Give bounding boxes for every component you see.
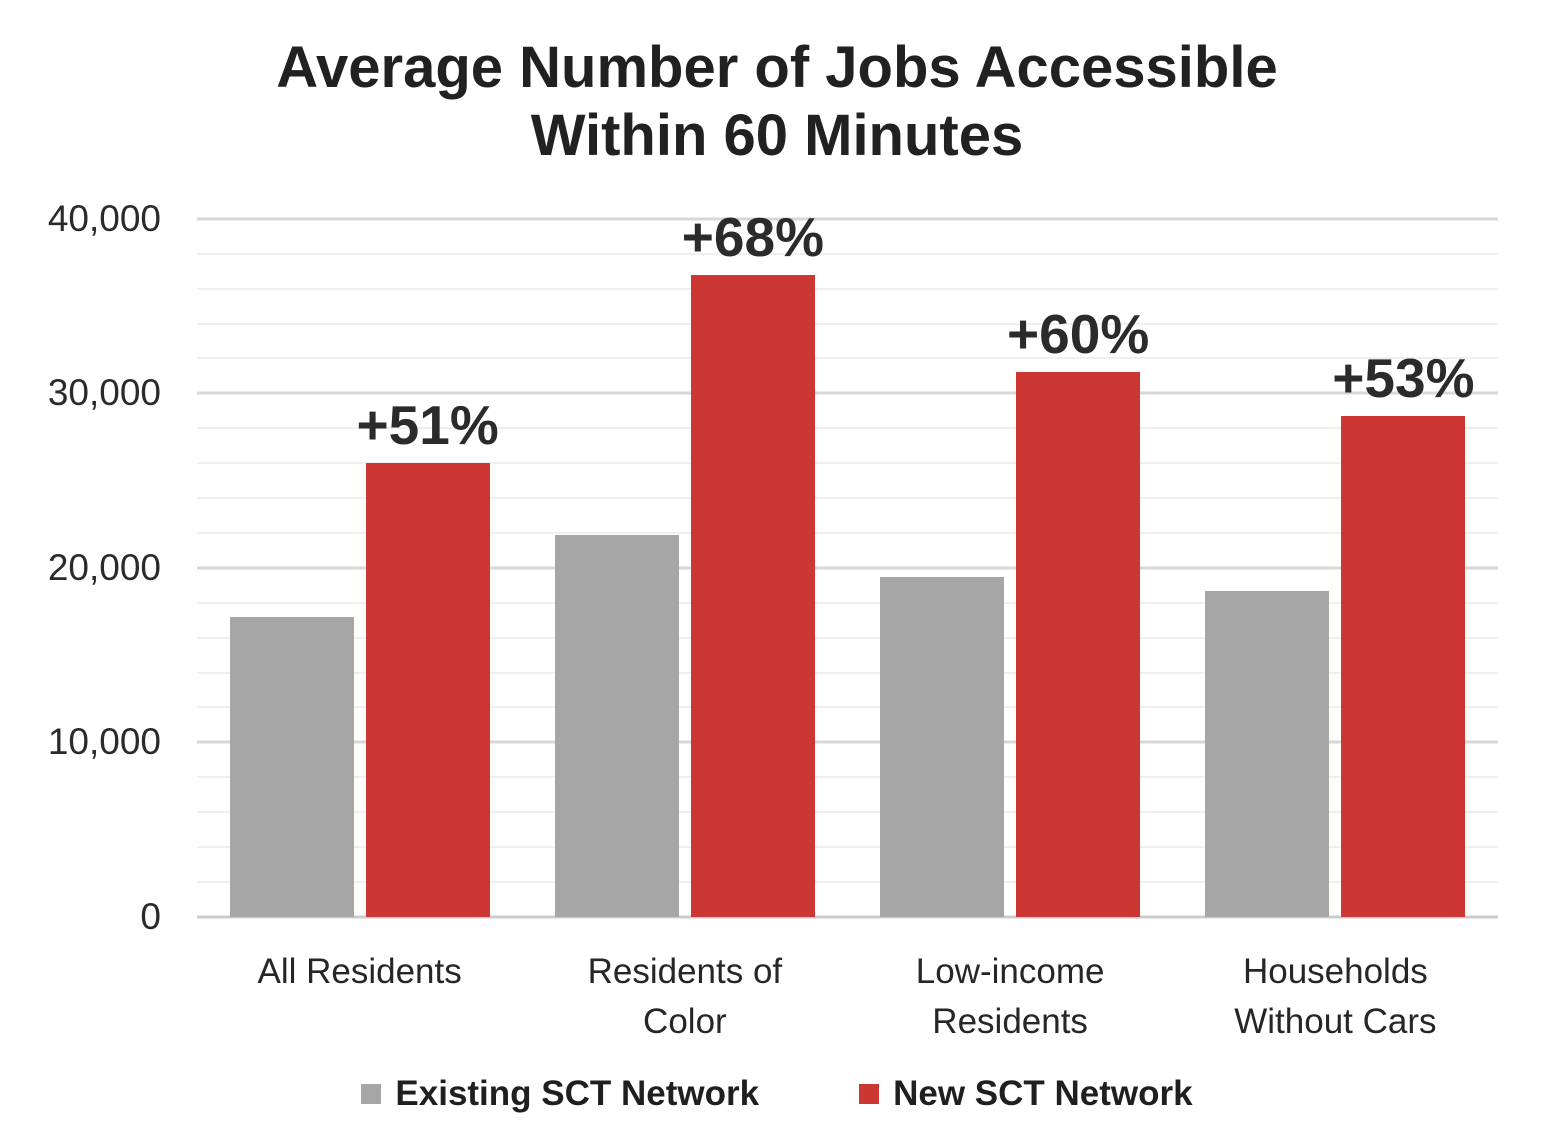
x-axis-category-label-line: All Residents bbox=[257, 951, 462, 991]
x-axis-labels: All Residents Residents of Color Low-income… bbox=[197, 947, 1498, 1046]
y-axis-tick-label: 20,000 bbox=[47, 546, 161, 588]
legend: Existing SCT Network New SCT Network bbox=[0, 1074, 1554, 1114]
gridline bbox=[197, 880, 1498, 883]
gridline bbox=[197, 846, 1498, 849]
x-axis-category-label-line: Residents of bbox=[587, 951, 783, 991]
bar-group: +60% bbox=[848, 219, 1173, 917]
bar-group: +68% bbox=[522, 206, 847, 917]
plot-area: +51% +68% +60% +53% bbox=[197, 206, 1498, 919]
chart-title: Average Number of Jobs Accessible Within… bbox=[0, 34, 1554, 171]
bar-chart: 0 10,000 20,000 30,000 40,000 +51% +68% +60% +5… bbox=[0, 198, 1554, 937]
percent-change-label: +53% bbox=[1332, 347, 1475, 410]
bars-layer: +51% +68% +60% +53% bbox=[197, 206, 1498, 917]
x-axis-category-label-line: Households bbox=[1242, 951, 1428, 991]
x-axis-category-label-line: Residents bbox=[932, 1001, 1088, 1041]
bar-new-sct-network: +51% bbox=[357, 394, 499, 917]
legend-swatch bbox=[859, 1084, 880, 1105]
gridline bbox=[197, 357, 1498, 360]
gridline bbox=[197, 391, 1498, 395]
x-axis-category-label: Households Without Cars bbox=[1173, 947, 1498, 1046]
gridline bbox=[197, 706, 1498, 709]
bar-existing-sct-network bbox=[1205, 590, 1330, 917]
x-axis-category-label-line: Low-income bbox=[915, 951, 1105, 991]
x-axis-baseline bbox=[197, 915, 1498, 919]
percent-change-label: +51% bbox=[356, 394, 499, 457]
gridline bbox=[197, 740, 1498, 744]
x-axis-category-label: Low-income Residents bbox=[848, 947, 1173, 1046]
y-axis-tick-label: 40,000 bbox=[47, 197, 161, 239]
gridline bbox=[197, 671, 1498, 674]
gridline bbox=[197, 497, 1498, 500]
legend-label: Existing SCT Network bbox=[395, 1074, 760, 1114]
gridline bbox=[197, 531, 1498, 534]
gridline bbox=[197, 636, 1498, 639]
chart-title-line-1: Average Number of Jobs Accessible bbox=[276, 35, 1278, 100]
legend-label: New SCT Network bbox=[893, 1074, 1193, 1114]
bar-group: +51% bbox=[197, 219, 522, 917]
percent-change-label: +68% bbox=[681, 205, 824, 268]
legend-swatch bbox=[361, 1084, 382, 1105]
y-axis-tick-label: 30,000 bbox=[47, 372, 161, 414]
gridline bbox=[197, 462, 1498, 465]
gridline bbox=[197, 252, 1498, 255]
gridline bbox=[197, 322, 1498, 325]
y-axis: 0 10,000 20,000 30,000 40,000 bbox=[0, 198, 197, 937]
gridline bbox=[197, 427, 1498, 430]
legend-item-existing-sct-network: Existing SCT Network bbox=[361, 1074, 759, 1114]
bar-existing-sct-network bbox=[554, 534, 679, 917]
y-axis-tick-label: 10,000 bbox=[47, 721, 161, 763]
bar-new-sct-network: +53% bbox=[1332, 347, 1474, 917]
x-axis-category-label: All Residents bbox=[197, 947, 522, 1046]
bar-new-sct-network: +68% bbox=[682, 206, 824, 917]
chart-page: Average Number of Jobs Accessible Within… bbox=[0, 34, 1554, 1144]
bar-group: +53% bbox=[1173, 219, 1498, 917]
y-axis-tick-label: 0 bbox=[140, 895, 161, 937]
gridline bbox=[197, 601, 1498, 604]
chart-title-line-2: Within 60 Minutes bbox=[530, 103, 1024, 169]
x-axis-category-label: Residents of Color bbox=[522, 947, 847, 1046]
bar-existing-sct-network bbox=[229, 616, 354, 917]
gridline bbox=[197, 217, 1498, 221]
gridline bbox=[197, 566, 1498, 570]
legend-item-new-sct-network: New SCT Network bbox=[859, 1074, 1193, 1114]
bar-existing-sct-network bbox=[880, 576, 1005, 917]
gridline bbox=[197, 811, 1498, 814]
gridline bbox=[197, 287, 1498, 290]
gridline bbox=[197, 776, 1498, 779]
bar-new-sct-network: +60% bbox=[1007, 303, 1149, 917]
percent-change-label: +60% bbox=[1007, 303, 1150, 366]
x-axis-category-label-line: Color bbox=[643, 1001, 727, 1041]
x-axis-category-label-line: Without Cars bbox=[1234, 1001, 1437, 1041]
